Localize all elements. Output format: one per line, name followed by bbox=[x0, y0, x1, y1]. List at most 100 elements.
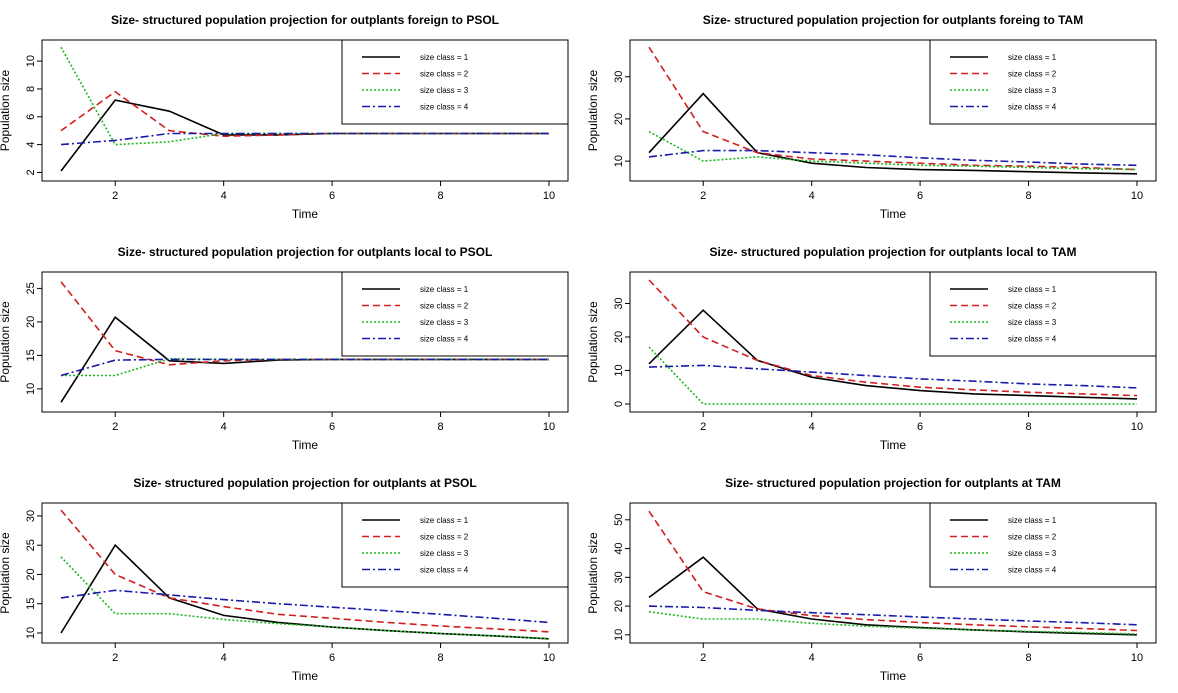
legend-box bbox=[341, 502, 569, 588]
legend-box bbox=[929, 271, 1157, 357]
chart-title: Size- structured population projection f… bbox=[709, 245, 1076, 259]
legend: size class = 1 size class = 2 size class =… bbox=[929, 39, 1157, 125]
x-tick-label: 2 bbox=[112, 421, 118, 433]
x-tick-label: 4 bbox=[809, 421, 815, 433]
series-line-4 bbox=[60, 589, 550, 624]
chart-panel-4: Size- structured population projection f… bbox=[586, 245, 1157, 452]
y-tick-label: 10 bbox=[25, 383, 37, 395]
y-tick-label: 10 bbox=[613, 364, 625, 376]
y-tick-label: 20 bbox=[613, 113, 625, 125]
y-tick-label: 30 bbox=[25, 510, 37, 522]
x-tick-label: 4 bbox=[221, 190, 227, 202]
series-line-1 bbox=[648, 556, 1138, 636]
x-axis-label: Time bbox=[880, 207, 907, 221]
x-axis-label: Time bbox=[880, 669, 907, 683]
legend-label-3: size class = 3 bbox=[420, 549, 469, 558]
x-tick-label: 6 bbox=[917, 190, 923, 202]
y-tick-label: 20 bbox=[613, 331, 625, 343]
legend-label-2: size class = 2 bbox=[1008, 70, 1057, 79]
y-tick-label: 10 bbox=[25, 55, 37, 67]
x-tick-label: 8 bbox=[437, 190, 443, 202]
x-tick-label: 2 bbox=[112, 652, 118, 664]
series-line-4 bbox=[60, 358, 549, 377]
legend-label-3: size class = 3 bbox=[420, 86, 469, 95]
series-line-4 bbox=[648, 149, 1138, 167]
legend-box bbox=[929, 39, 1157, 125]
x-tick-label: 6 bbox=[329, 652, 335, 664]
x-tick-label: 10 bbox=[543, 190, 555, 202]
y-tick-label: 50 bbox=[613, 514, 625, 526]
y-tick-label: 10 bbox=[613, 155, 625, 167]
y-tick-label: 0 bbox=[613, 401, 625, 407]
series-line-1 bbox=[648, 309, 1138, 400]
chart-title: Size- structured population projection f… bbox=[725, 476, 1061, 490]
y-axis-label: Population size bbox=[586, 301, 600, 383]
series-line-2 bbox=[648, 279, 1138, 397]
legend-label-1: size class = 1 bbox=[420, 285, 469, 294]
y-tick-label: 10 bbox=[613, 629, 625, 641]
x-tick-label: 4 bbox=[221, 652, 227, 664]
y-tick-label: 2 bbox=[25, 169, 37, 175]
x-tick-label: 8 bbox=[1025, 652, 1031, 664]
legend-label-2: size class = 2 bbox=[1008, 533, 1057, 542]
y-tick-label: 4 bbox=[25, 142, 37, 148]
x-tick-label: 10 bbox=[1131, 421, 1143, 433]
y-tick-label: 30 bbox=[613, 71, 625, 83]
x-tick-label: 10 bbox=[1131, 652, 1143, 664]
y-tick-label: 15 bbox=[25, 349, 37, 361]
legend-label-4: size class = 4 bbox=[420, 103, 469, 112]
legend: size class = 1 size class = 2 size class =… bbox=[929, 502, 1157, 588]
series-line-3 bbox=[648, 346, 1137, 405]
legend-label-4: size class = 4 bbox=[1008, 103, 1057, 112]
x-axis-label: Time bbox=[880, 438, 907, 452]
series-line-2 bbox=[648, 46, 1138, 171]
y-tick-label: 25 bbox=[25, 539, 37, 551]
chart-title: Size- structured population projection f… bbox=[133, 476, 476, 490]
chart-title: Size- structured population projection f… bbox=[118, 245, 493, 259]
x-tick-label: 2 bbox=[112, 190, 118, 202]
y-axis-label: Population size bbox=[0, 69, 12, 151]
series-line-4 bbox=[60, 132, 549, 146]
legend-label-1: size class = 1 bbox=[1008, 285, 1057, 294]
y-tick-label: 25 bbox=[25, 282, 37, 294]
y-tick-label: 15 bbox=[25, 598, 37, 610]
legend-label-2: size class = 2 bbox=[1008, 302, 1057, 311]
series-line-2 bbox=[60, 509, 550, 633]
y-tick-label: 20 bbox=[25, 568, 37, 580]
legend-box bbox=[929, 502, 1157, 588]
chart-title: Size- structured population projection f… bbox=[111, 13, 499, 27]
x-axis-label: Time bbox=[292, 438, 319, 452]
series-line-4 bbox=[648, 364, 1138, 389]
y-tick-label: 30 bbox=[613, 297, 625, 309]
x-tick-label: 4 bbox=[809, 652, 815, 664]
legend-label-3: size class = 3 bbox=[1008, 86, 1057, 95]
x-tick-label: 6 bbox=[329, 421, 335, 433]
x-axis-label: Time bbox=[292, 207, 319, 221]
x-tick-label: 2 bbox=[700, 421, 706, 433]
series-line-3 bbox=[648, 611, 1138, 635]
x-tick-label: 10 bbox=[543, 652, 555, 664]
legend: size class = 1 size class = 2 size class =… bbox=[341, 39, 569, 125]
x-tick-label: 6 bbox=[917, 652, 923, 664]
legend-label-4: size class = 4 bbox=[1008, 566, 1057, 575]
legend-label-1: size class = 1 bbox=[420, 53, 469, 62]
series-line-4 bbox=[648, 605, 1138, 626]
legend-label-3: size class = 3 bbox=[420, 318, 469, 327]
legend-label-3: size class = 3 bbox=[1008, 549, 1057, 558]
legend-box bbox=[341, 39, 569, 125]
x-tick-label: 2 bbox=[700, 190, 706, 202]
legend-label-1: size class = 1 bbox=[420, 516, 469, 525]
y-axis-label: Population size bbox=[586, 532, 600, 614]
chart-panel-6: Size- structured population projection f… bbox=[586, 476, 1157, 683]
legend: size class = 1 size class = 2 size class =… bbox=[341, 271, 569, 357]
y-axis-label: Population size bbox=[0, 532, 12, 614]
y-tick-label: 10 bbox=[25, 627, 37, 639]
y-tick-label: 20 bbox=[613, 600, 625, 612]
x-tick-label: 2 bbox=[700, 652, 706, 664]
legend-label-2: size class = 2 bbox=[420, 302, 469, 311]
x-tick-label: 4 bbox=[221, 421, 227, 433]
y-tick-label: 30 bbox=[613, 571, 625, 583]
x-tick-label: 8 bbox=[1025, 190, 1031, 202]
chart-panel-1: Size- structured population projection f… bbox=[0, 13, 569, 221]
